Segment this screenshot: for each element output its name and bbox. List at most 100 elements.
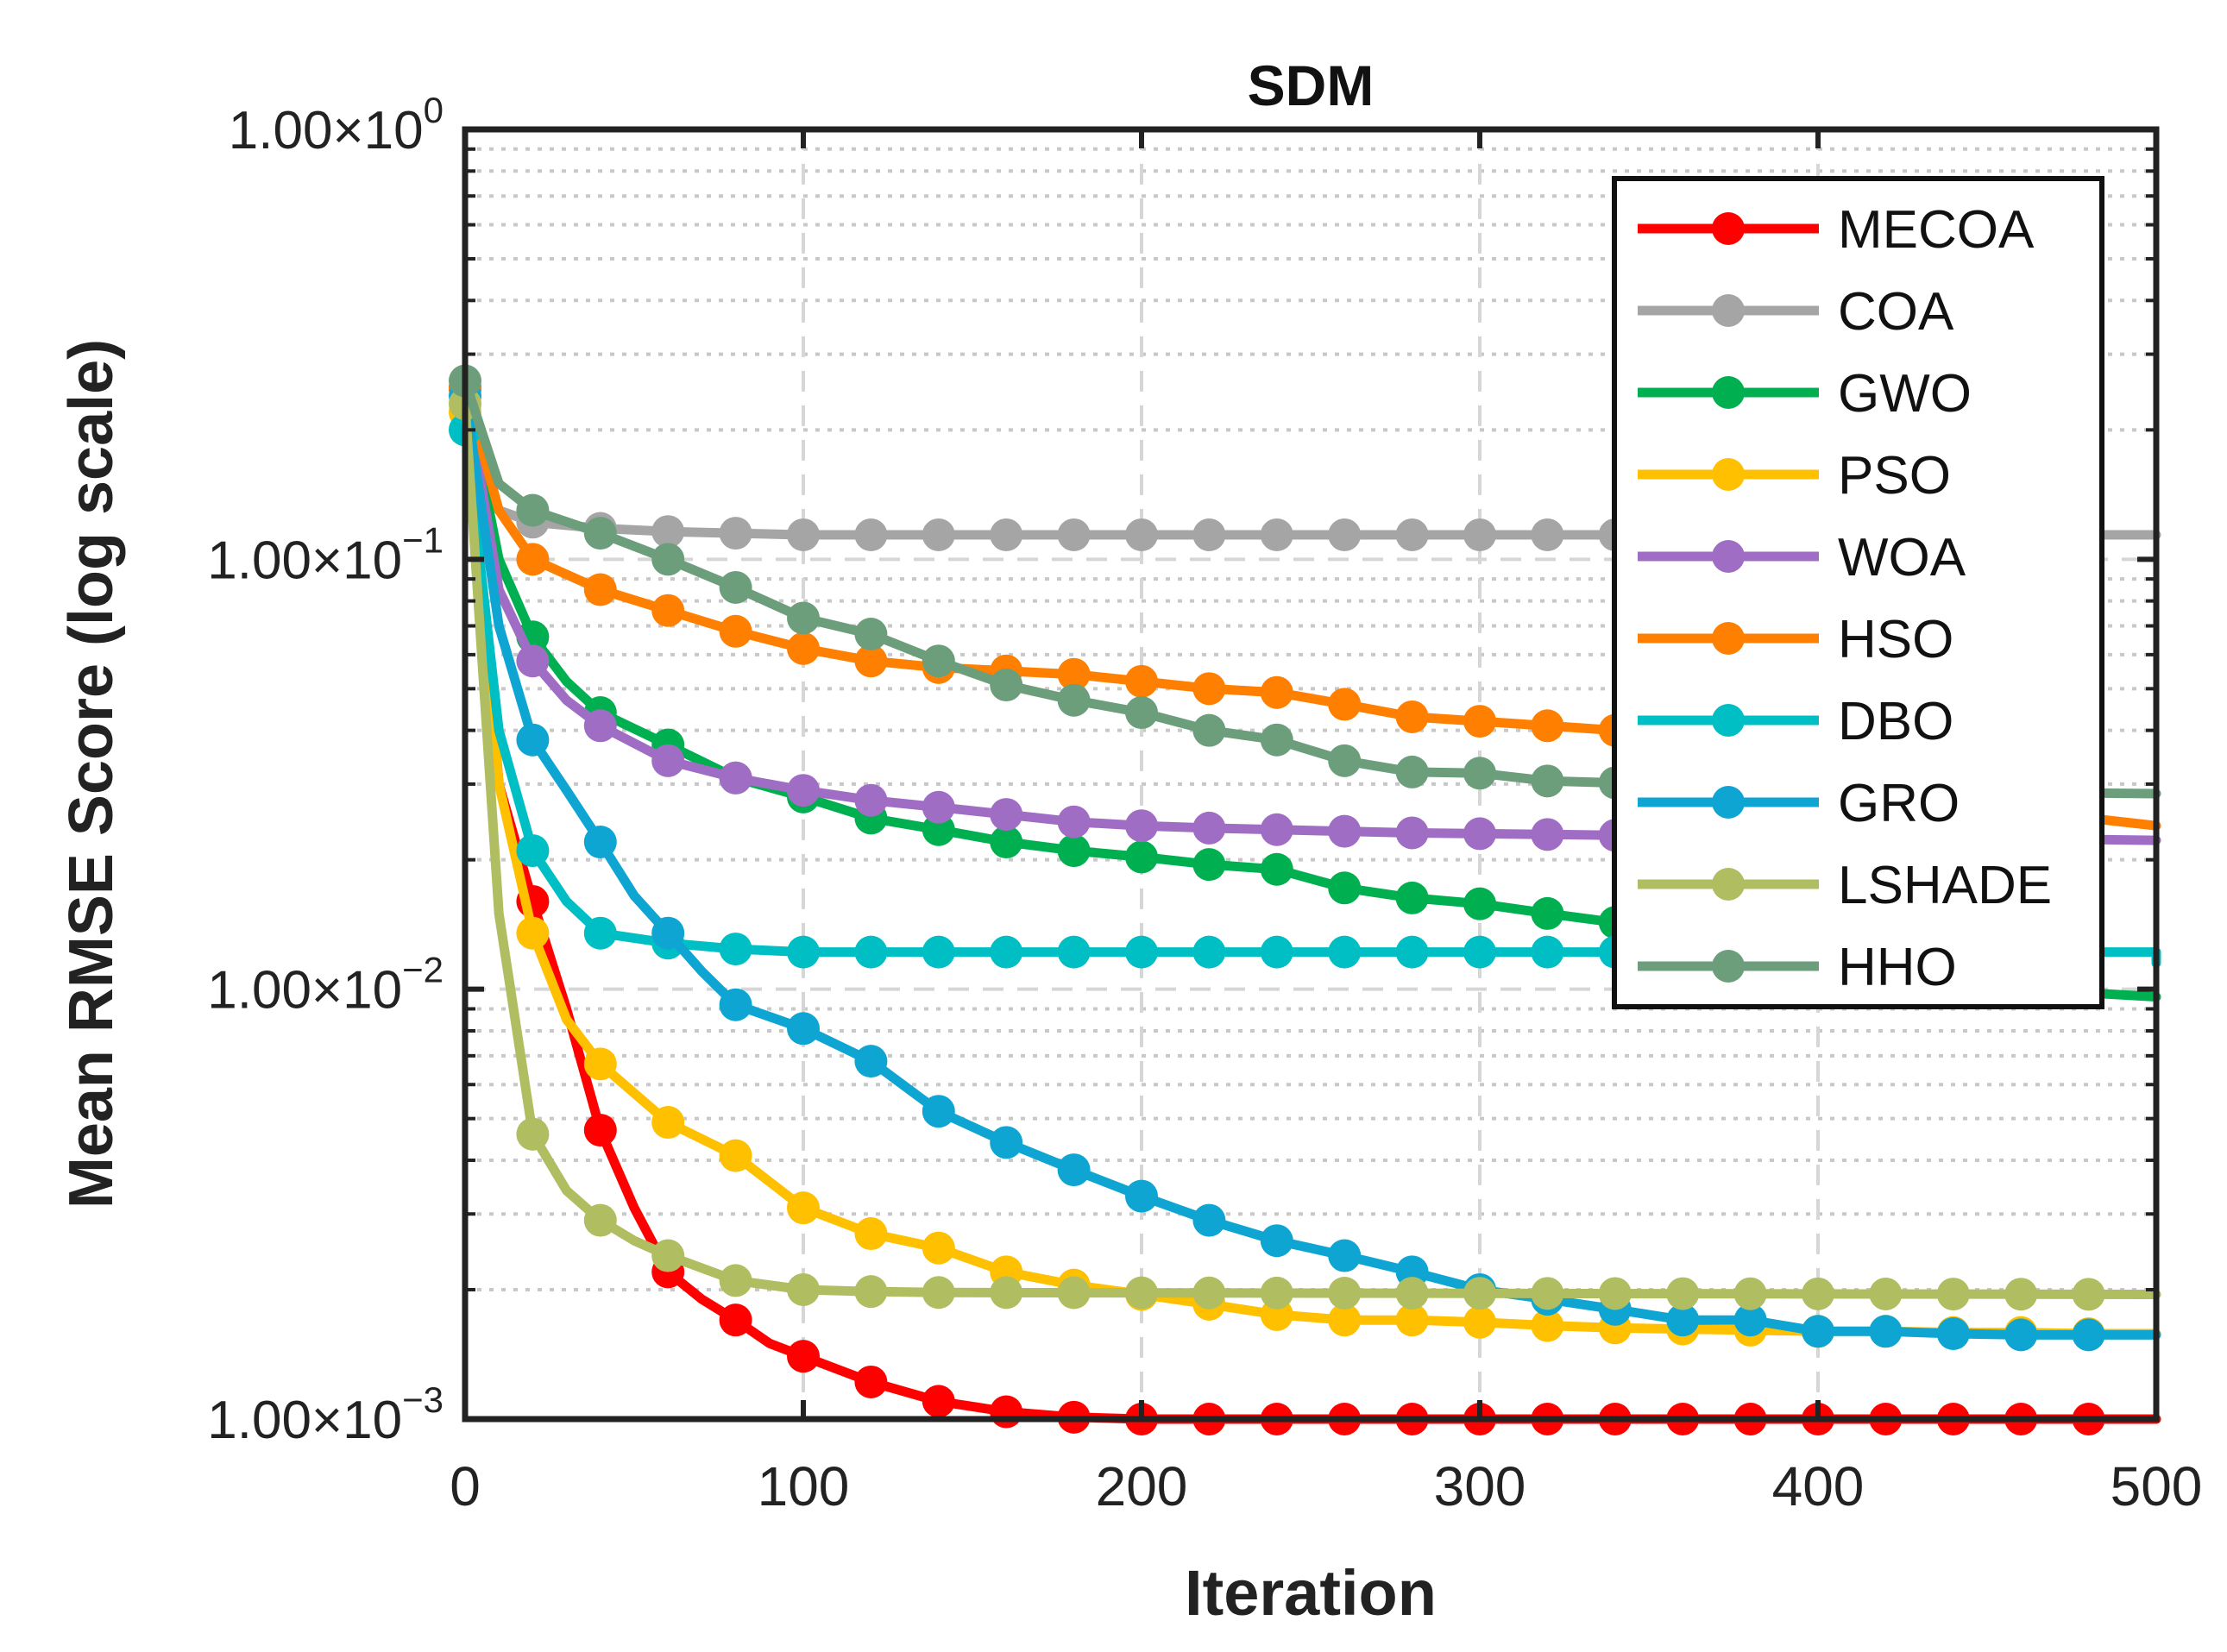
data-point	[1666, 1277, 1700, 1310]
data-point	[787, 1272, 820, 1306]
data-point	[583, 1203, 617, 1237]
data-point	[922, 1385, 955, 1418]
data-point	[651, 1106, 685, 1140]
data-point	[1057, 834, 1091, 868]
plot-frame	[462, 126, 2160, 1423]
data-point	[583, 1114, 617, 1147]
data-point	[1328, 688, 1362, 721]
legend-swatch-marker	[1712, 950, 1745, 983]
data-point	[787, 1012, 820, 1046]
data-point	[1395, 881, 1429, 914]
data-point	[719, 570, 752, 604]
y-tick-label: 1.00×10−3	[207, 1379, 444, 1450]
data-point	[2072, 1278, 2105, 1311]
data-point	[1531, 935, 1564, 969]
data-point	[1192, 672, 1226, 706]
data-point	[1057, 683, 1091, 717]
data-point	[1260, 935, 1293, 969]
data-point	[516, 834, 550, 868]
data-point	[1057, 657, 1091, 691]
data-point	[787, 518, 820, 551]
data-point	[583, 916, 617, 950]
data-point	[990, 798, 1023, 832]
data-point	[719, 1303, 752, 1337]
data-point	[1328, 814, 1362, 848]
series-lshade	[449, 387, 2161, 1311]
x-tick-label: 0	[450, 1455, 481, 1517]
x-tick-label: 500	[2111, 1455, 2203, 1517]
data-point	[1328, 935, 1362, 969]
data-point	[1531, 1309, 1564, 1342]
data-point	[787, 631, 820, 665]
data-point	[651, 744, 685, 777]
data-point	[787, 601, 820, 635]
data-point	[719, 933, 752, 966]
data-point	[1328, 518, 1362, 551]
data-point	[787, 1191, 820, 1225]
chart-title: SDM	[1248, 53, 1375, 117]
data-point	[1057, 935, 1091, 969]
legend-entry-woa: WOA	[1638, 528, 1966, 587]
data-point	[2004, 1318, 2038, 1352]
data-point	[1531, 518, 1564, 551]
data-point	[922, 1276, 955, 1310]
data-point	[1733, 1277, 1767, 1310]
data-point	[922, 644, 955, 678]
data-point	[854, 518, 888, 551]
data-point	[719, 761, 752, 795]
data-point	[787, 774, 820, 807]
data-point	[583, 573, 617, 606]
data-point	[787, 1340, 820, 1373]
data-point	[1869, 1315, 1903, 1348]
data-point	[1463, 757, 1496, 790]
data-point	[1328, 1276, 1362, 1310]
data-point	[854, 783, 888, 817]
x-tick-label: 100	[758, 1455, 850, 1517]
data-point	[719, 614, 752, 648]
legend-label: MECOA	[1838, 200, 2035, 260]
data-point	[1125, 1179, 1158, 1213]
legend-label: LSHADE	[1838, 856, 2052, 915]
data-point	[854, 618, 888, 651]
legend-swatch-marker	[1712, 294, 1745, 327]
data-point	[1192, 1276, 1226, 1310]
data-point	[1192, 518, 1226, 551]
data-point	[719, 1264, 752, 1297]
data-point	[1192, 1203, 1226, 1237]
legend-label: GWO	[1838, 364, 1972, 424]
legend-swatch-marker	[1712, 540, 1745, 573]
data-point	[990, 1276, 1023, 1310]
data-point	[1463, 817, 1496, 851]
data-point	[922, 1231, 955, 1265]
data-point	[516, 543, 550, 576]
data-point	[990, 669, 1023, 702]
data-point	[1463, 1305, 1496, 1339]
legend: MECOA COA GWO PSO WOA HSO DBO GRO LSHADE HHO	[1612, 176, 2104, 1009]
data-point	[1802, 1277, 1834, 1310]
data-point	[1125, 518, 1158, 551]
data-point	[1463, 887, 1496, 920]
data-point	[516, 493, 550, 527]
data-point	[516, 916, 550, 950]
data-point	[1733, 1303, 1767, 1337]
data-point	[2004, 1278, 2038, 1311]
data-point	[583, 826, 617, 859]
data-point	[787, 935, 820, 969]
data-point	[854, 1045, 888, 1078]
data-point	[1328, 1303, 1362, 1337]
legend-entry-gwo: GWO	[1638, 364, 1972, 424]
data-point	[990, 518, 1023, 551]
data-point	[1057, 518, 1091, 551]
data-point	[516, 644, 550, 678]
data-point	[1328, 744, 1362, 777]
data-point	[922, 790, 955, 824]
legend-swatch-marker	[1712, 212, 1745, 245]
data-point	[1260, 1276, 1293, 1310]
data-point	[854, 644, 888, 678]
data-point	[1395, 755, 1429, 788]
data-point	[1192, 935, 1226, 969]
data-point	[651, 515, 685, 549]
data-point	[1531, 709, 1564, 743]
legend-label: HSO	[1838, 610, 1953, 669]
